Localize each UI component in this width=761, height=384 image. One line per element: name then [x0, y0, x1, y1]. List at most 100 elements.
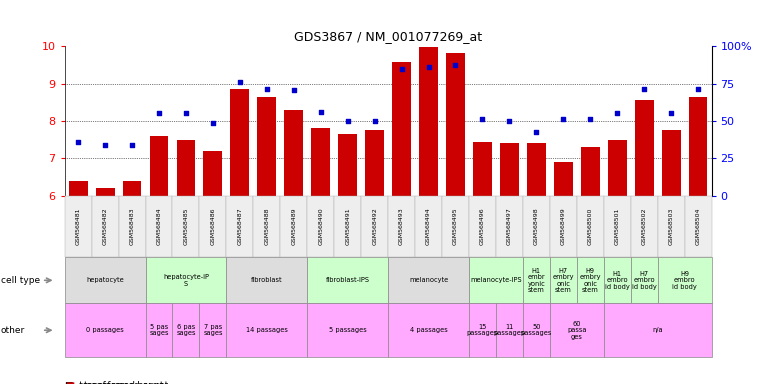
Text: GSM568501: GSM568501: [615, 208, 619, 245]
Text: GSM568500: GSM568500: [587, 208, 593, 245]
Text: 14 passages: 14 passages: [246, 327, 288, 333]
Text: melanocyte: melanocyte: [409, 277, 448, 283]
Text: GSM568484: GSM568484: [157, 208, 161, 245]
Text: GSM568481: GSM568481: [75, 208, 81, 245]
Text: H1
embr
yonic
stem: H1 embr yonic stem: [527, 268, 545, 293]
Text: hepatocyte-iP
S: hepatocyte-iP S: [163, 274, 209, 286]
Text: hepatocyte: hepatocyte: [86, 277, 124, 283]
Bar: [581, 147, 600, 196]
Bar: [285, 110, 303, 196]
Text: ■  transformed count: ■ transformed count: [65, 381, 163, 384]
Text: GSM568502: GSM568502: [642, 208, 647, 245]
Bar: [257, 97, 276, 196]
Point: [288, 87, 300, 93]
Text: other: other: [1, 326, 25, 335]
Text: transformed count: transformed count: [84, 381, 168, 384]
Text: H1
embro
id body: H1 embro id body: [605, 271, 629, 290]
Text: 4 passages: 4 passages: [409, 327, 447, 333]
Point: [180, 111, 192, 117]
Bar: [527, 143, 546, 196]
Text: cell type: cell type: [1, 276, 40, 285]
Text: 50
passages: 50 passages: [521, 324, 552, 336]
Text: GSM568486: GSM568486: [211, 208, 215, 245]
Bar: [177, 140, 196, 196]
Bar: [554, 162, 573, 196]
Point: [557, 116, 569, 122]
Text: GSM568489: GSM568489: [291, 208, 296, 245]
Text: 5 passages: 5 passages: [329, 327, 367, 333]
Point: [368, 118, 380, 124]
Text: GSM568498: GSM568498: [534, 208, 539, 245]
Text: GSM568504: GSM568504: [696, 208, 701, 245]
Point: [665, 111, 677, 117]
Point: [396, 66, 408, 72]
Bar: [689, 97, 708, 196]
Text: fibroblast-IPS: fibroblast-IPS: [326, 277, 370, 283]
Text: GSM568482: GSM568482: [103, 208, 107, 245]
Point: [234, 79, 246, 85]
Text: 11
passages: 11 passages: [494, 324, 525, 336]
Point: [72, 139, 84, 145]
Point: [530, 129, 543, 135]
Text: GSM568492: GSM568492: [372, 208, 377, 245]
Text: GSM568491: GSM568491: [345, 208, 350, 245]
Point: [126, 142, 139, 148]
Text: 0 passages: 0 passages: [86, 327, 124, 333]
Text: n/a: n/a: [652, 327, 663, 333]
Text: GSM568494: GSM568494: [426, 208, 431, 245]
Point: [314, 109, 326, 115]
Text: H7
embry
onic
stem: H7 embry onic stem: [552, 268, 574, 293]
Title: GDS3867 / NM_001077269_at: GDS3867 / NM_001077269_at: [294, 30, 482, 43]
Point: [503, 118, 515, 124]
Text: GSM568499: GSM568499: [561, 208, 565, 245]
Text: H9
embro
id body: H9 embro id body: [672, 271, 697, 290]
Text: H7
embro
id body: H7 embro id body: [632, 271, 657, 290]
Text: melanocyte-IPS: melanocyte-IPS: [470, 277, 522, 283]
Text: GSM568503: GSM568503: [669, 208, 673, 245]
Bar: [123, 181, 142, 196]
Bar: [500, 143, 519, 196]
Point: [638, 86, 650, 92]
Point: [99, 142, 111, 148]
Point: [207, 120, 219, 126]
Bar: [635, 100, 654, 196]
Text: GSM568493: GSM568493: [399, 208, 404, 245]
Text: GSM568495: GSM568495: [453, 208, 458, 245]
Text: H9
embry
onic
stem: H9 embry onic stem: [579, 268, 601, 293]
Bar: [150, 136, 168, 196]
Bar: [203, 151, 222, 196]
Text: GSM568483: GSM568483: [129, 208, 135, 245]
Bar: [338, 134, 357, 196]
Point: [261, 86, 273, 92]
Text: GSM568487: GSM568487: [237, 208, 242, 245]
Bar: [392, 62, 411, 196]
Point: [476, 116, 489, 122]
Text: 6 pas
sages: 6 pas sages: [177, 324, 196, 336]
Point: [450, 62, 462, 68]
Point: [611, 111, 623, 117]
Text: 60
passa
ges: 60 passa ges: [567, 321, 587, 340]
Text: 7 pas
sages: 7 pas sages: [203, 324, 223, 336]
Text: 15
passages: 15 passages: [466, 324, 498, 336]
Text: 5 pas
sages: 5 pas sages: [149, 324, 169, 336]
Point: [692, 86, 704, 92]
Text: GSM568490: GSM568490: [318, 208, 323, 245]
Text: ■: ■: [65, 381, 74, 384]
Point: [584, 116, 597, 122]
Bar: [96, 189, 115, 196]
Bar: [661, 130, 680, 196]
Point: [153, 111, 165, 117]
Text: GSM568496: GSM568496: [480, 208, 485, 245]
Bar: [473, 142, 492, 196]
Bar: [365, 130, 384, 196]
Text: fibroblast: fibroblast: [251, 277, 282, 283]
Bar: [419, 47, 438, 196]
Bar: [231, 89, 250, 196]
Bar: [608, 140, 626, 196]
Point: [342, 118, 354, 124]
Text: GSM568485: GSM568485: [183, 208, 189, 245]
Bar: [68, 181, 88, 196]
Bar: [446, 53, 465, 196]
Text: GSM568497: GSM568497: [507, 208, 512, 245]
Bar: [311, 128, 330, 196]
